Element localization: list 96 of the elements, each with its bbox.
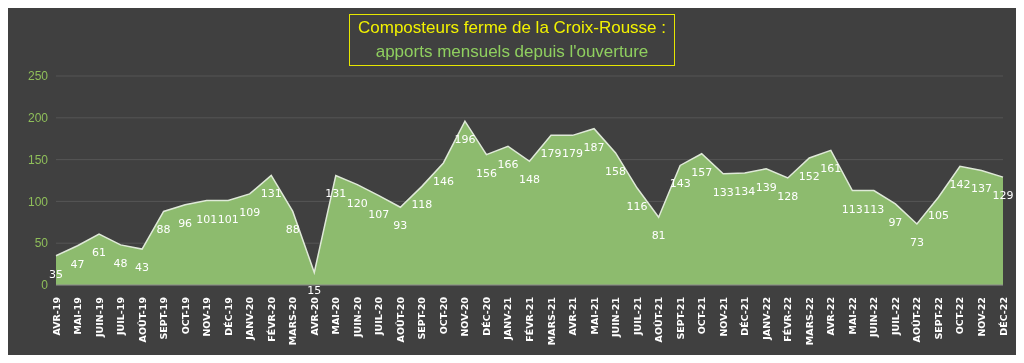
data-label: 107 bbox=[368, 207, 390, 221]
x-tick-label: AVR-22 bbox=[825, 297, 837, 336]
data-label: 73 bbox=[909, 235, 924, 249]
data-label: 96 bbox=[178, 216, 193, 230]
x-tick-label: SEPT-22 bbox=[932, 297, 944, 340]
x-tick-label: AVR-20 bbox=[308, 296, 320, 336]
data-label: 158 bbox=[605, 164, 627, 178]
x-tick-label: SEPT-20 bbox=[416, 296, 428, 340]
x-tick-label: NOV-19 bbox=[201, 297, 213, 337]
x-tick-label: JUIL-22 bbox=[889, 297, 901, 336]
data-label: 133 bbox=[712, 185, 734, 199]
x-tick-label: JANV-20 bbox=[244, 296, 256, 341]
x-tick-label: DÉC-19 bbox=[222, 297, 234, 336]
data-label: 142 bbox=[949, 178, 971, 192]
data-label: 113 bbox=[841, 202, 863, 216]
data-label: 101 bbox=[217, 212, 239, 226]
data-label: 116 bbox=[626, 200, 648, 214]
x-tick-label: DÉC-20 bbox=[480, 296, 492, 336]
y-tick-label: 200 bbox=[27, 111, 49, 126]
data-label: 35 bbox=[49, 267, 63, 281]
x-tick-label: SEPT-21 bbox=[674, 297, 686, 340]
x-tick-label: OCT-19 bbox=[179, 297, 191, 335]
data-label: 120 bbox=[346, 196, 368, 210]
x-tick-label: JUIL-21 bbox=[631, 297, 643, 336]
x-tick-label: JUIL-19 bbox=[115, 297, 127, 336]
data-label: 134 bbox=[734, 184, 756, 198]
x-tick-label: SEPT-19 bbox=[158, 297, 170, 340]
data-label: 47 bbox=[70, 257, 85, 271]
data-label: 15 bbox=[307, 284, 322, 298]
data-label: 137 bbox=[970, 182, 992, 196]
x-tick-label: OCT-20 bbox=[437, 296, 449, 335]
chart-subtitle: apports mensuels depuis l'ouverture bbox=[374, 41, 650, 63]
x-tick-label: NOV-22 bbox=[975, 297, 987, 337]
data-label: 43 bbox=[135, 261, 150, 275]
x-tick-label: AOÛT-22 bbox=[911, 297, 923, 343]
data-label: 113 bbox=[863, 202, 885, 216]
x-tick-label: DÉC-21 bbox=[739, 297, 751, 336]
x-tick-label: MAI-19 bbox=[72, 297, 84, 335]
x-tick-label: MAI-21 bbox=[588, 297, 600, 335]
x-tick-label: FÉVR-22 bbox=[782, 297, 794, 342]
x-tick-label: JUIL-20 bbox=[373, 296, 385, 336]
x-tick-label: NOV-21 bbox=[717, 297, 729, 337]
data-label: 166 bbox=[497, 158, 519, 172]
data-label: 81 bbox=[651, 229, 666, 243]
x-tick-label: AVR-21 bbox=[567, 297, 579, 336]
x-tick-label: JUIN-22 bbox=[868, 297, 880, 338]
y-tick-label: 50 bbox=[34, 236, 49, 251]
data-label: 152 bbox=[798, 169, 820, 183]
x-tick-label: JANV-21 bbox=[502, 297, 514, 341]
x-tick-label: FÉVR-21 bbox=[524, 297, 535, 342]
x-tick-label: AOÛT-21 bbox=[653, 297, 665, 343]
data-label: 109 bbox=[239, 205, 261, 219]
x-tick-label: JANV-22 bbox=[760, 297, 772, 341]
data-label: 105 bbox=[927, 209, 949, 223]
x-tick-label: DÉC-22 bbox=[997, 297, 1009, 336]
x-tick-label: MARS-21 bbox=[545, 297, 557, 346]
data-label: 139 bbox=[755, 180, 777, 194]
data-label: 61 bbox=[92, 246, 107, 259]
x-tick-label: MARS-20 bbox=[287, 296, 299, 346]
data-label: 97 bbox=[888, 215, 903, 229]
data-label: 88 bbox=[156, 223, 171, 237]
data-label: 157 bbox=[691, 165, 713, 179]
data-label: 101 bbox=[196, 212, 218, 226]
data-label: 118 bbox=[411, 198, 433, 212]
x-tick-label: JUIN-19 bbox=[93, 297, 105, 338]
x-tick-label: JUIN-21 bbox=[610, 297, 622, 338]
y-tick-label: 250 bbox=[27, 69, 49, 84]
x-tick-label: MARS-22 bbox=[803, 297, 815, 346]
data-label: 146 bbox=[432, 174, 454, 188]
data-label: 156 bbox=[475, 166, 497, 180]
chart-title: Composteurs ferme de la Croix-Rousse : bbox=[357, 17, 666, 39]
x-tick-label: MAI-20 bbox=[330, 296, 342, 335]
x-tick-label: AVR-19 bbox=[50, 297, 62, 336]
data-label: 128 bbox=[777, 189, 799, 203]
x-tick-label: OCT-21 bbox=[696, 297, 708, 335]
x-tick-label: AOÛT-20 bbox=[394, 296, 406, 343]
data-label: 161 bbox=[820, 162, 842, 176]
data-label: 88 bbox=[285, 223, 300, 237]
x-tick-label: OCT-22 bbox=[954, 297, 966, 335]
y-tick-label: 100 bbox=[27, 194, 49, 209]
data-label: 131 bbox=[260, 187, 282, 201]
x-tick-label: NOV-20 bbox=[459, 296, 471, 337]
y-tick-label: 150 bbox=[27, 152, 49, 167]
data-label: 148 bbox=[519, 173, 540, 187]
data-label: 129 bbox=[992, 189, 1014, 203]
data-label: 179 bbox=[540, 147, 562, 161]
x-tick-label: AOÛT-19 bbox=[136, 297, 148, 343]
x-tick-label: JUIN-20 bbox=[351, 296, 363, 338]
data-label: 196 bbox=[454, 133, 476, 147]
x-tick-label: MAI-22 bbox=[846, 297, 858, 335]
y-tick-label: 0 bbox=[41, 278, 49, 293]
data-label: 93 bbox=[393, 219, 408, 233]
data-label: 187 bbox=[583, 140, 605, 154]
data-label: 48 bbox=[113, 256, 128, 270]
x-tick-label: FÉVR-20 bbox=[265, 296, 277, 342]
data-label: 179 bbox=[562, 147, 584, 161]
